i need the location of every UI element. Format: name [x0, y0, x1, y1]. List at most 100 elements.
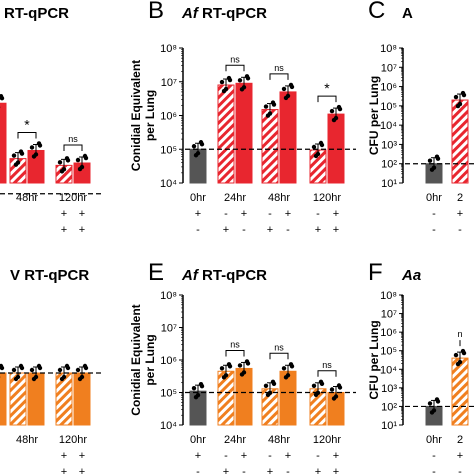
panel-title: Af RT-qPCR: [181, 267, 267, 284]
data-point: [18, 149, 24, 154]
data-point: [318, 379, 324, 384]
y-tick-label: 10²: [381, 159, 397, 171]
y-tick-label: 10¹: [381, 420, 397, 432]
sig-label: *: [324, 80, 330, 96]
x-row2-sign: -: [458, 224, 462, 236]
x-category-label: 2: [457, 434, 463, 446]
x-category-label: 48hr: [16, 434, 38, 446]
bar: [217, 84, 235, 184]
x-row2-sign: -: [242, 466, 246, 474]
data-point: [13, 376, 19, 382]
y-axis-label: per Lung: [143, 334, 157, 385]
x-category-label: 48hr: [268, 434, 290, 446]
y-tick-label: 10⁸: [160, 290, 177, 302]
data-point: [239, 87, 245, 92]
data-point: [329, 387, 335, 392]
x-row2-sign: +: [333, 224, 339, 236]
data-point: [336, 104, 342, 110]
data-point: [11, 153, 17, 158]
panel-title: V RT-qPCR: [10, 267, 89, 284]
bar: [73, 372, 91, 426]
data-point: [75, 367, 81, 373]
data-point: [434, 154, 440, 159]
x-row2-sign: -: [196, 224, 200, 236]
x-row2-sign: -: [458, 466, 462, 474]
data-point: [219, 366, 225, 371]
data-point: [455, 361, 461, 367]
x-category-label: 0hr: [426, 192, 442, 204]
bar: [279, 370, 297, 426]
x-row1-sign: +: [61, 208, 67, 220]
x-row1-sign: -: [316, 208, 320, 220]
sig-label: ns: [230, 54, 240, 64]
data-point: [77, 376, 83, 382]
data-point: [283, 95, 289, 101]
x-category-label: 0hr: [190, 434, 206, 446]
data-point: [281, 86, 287, 92]
data-point: [191, 385, 197, 391]
data-point: [193, 394, 199, 400]
bar: [279, 91, 297, 184]
sig-label: ns: [274, 342, 284, 352]
data-point: [270, 100, 276, 105]
x-category-label: 48hr: [268, 192, 290, 204]
bar: [217, 370, 235, 426]
x-row1-sign: +: [333, 208, 339, 220]
data-point: [13, 162, 19, 167]
sig-bracket: [269, 352, 289, 360]
y-tick-label: 10⁷: [381, 309, 397, 321]
data-point: [191, 144, 197, 149]
data-point: [311, 144, 317, 150]
data-point: [82, 363, 88, 369]
data-point: [265, 392, 271, 397]
data-point: [18, 363, 24, 369]
bar: [235, 367, 253, 426]
data-point: [193, 153, 199, 158]
sig-bracket: [225, 64, 245, 72]
data-point: [313, 392, 319, 397]
y-tick-label: 10⁵: [380, 346, 397, 358]
panel-letter: E: [148, 259, 164, 286]
x-category-label: 120hr: [313, 192, 341, 204]
data-point: [29, 145, 35, 150]
data-point: [221, 375, 227, 380]
x-row2-sign: -: [286, 466, 290, 474]
data-point: [36, 141, 42, 146]
x-row1-sign: +: [61, 450, 67, 462]
sig-bracket: [17, 131, 37, 139]
data-point: [336, 383, 342, 388]
x-row1-sign: +: [333, 450, 339, 462]
data-point: [331, 117, 337, 123]
y-tick-label: 10⁷: [381, 62, 397, 74]
x-row2-sign: +: [61, 466, 67, 474]
x-category-label: 48hr: [16, 192, 38, 204]
data-point: [318, 140, 324, 146]
data-point: [226, 75, 232, 81]
x-category-label: 0hr: [426, 434, 442, 446]
y-axis-label: Conidial Equivalent: [129, 304, 143, 415]
data-point: [453, 94, 459, 100]
y-axis-label: CFU per Lung: [367, 76, 381, 155]
bar: [235, 82, 253, 184]
data-point: [59, 376, 65, 382]
data-point: [429, 167, 435, 172]
y-tick-label: 10⁴: [380, 364, 397, 376]
y-tick-label: 10⁶: [160, 111, 177, 123]
data-point: [0, 363, 4, 369]
sig-bracket: [269, 73, 289, 80]
panel-title: RT-qPCR: [4, 5, 69, 22]
data-point: [281, 366, 287, 371]
sig-label: ns: [274, 63, 284, 73]
data-point: [221, 88, 227, 94]
bar: [27, 372, 45, 426]
data-point: [75, 157, 81, 163]
data-point: [29, 367, 35, 373]
x-row2-sign: +: [79, 224, 85, 236]
data-point: [237, 78, 243, 83]
data-point: [239, 372, 245, 377]
data-point: [263, 104, 269, 109]
data-point: [313, 153, 319, 159]
